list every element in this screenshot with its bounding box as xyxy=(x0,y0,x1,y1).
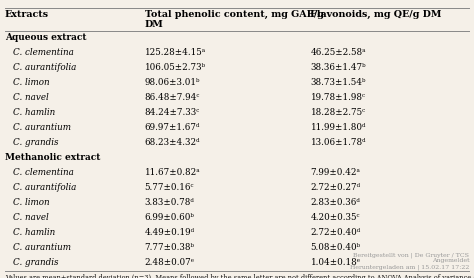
Text: 11.99±1.80ᵈ: 11.99±1.80ᵈ xyxy=(310,123,366,132)
Text: C. aurantium: C. aurantium xyxy=(13,243,71,252)
Text: 4.20±0.35ᶜ: 4.20±0.35ᶜ xyxy=(310,213,360,222)
Text: C. clementina: C. clementina xyxy=(13,48,74,57)
Text: 4.49±0.19ᵈ: 4.49±0.19ᵈ xyxy=(145,228,195,237)
Text: 38.73±1.54ᵇ: 38.73±1.54ᵇ xyxy=(310,78,366,87)
Text: 106.05±2.73ᵇ: 106.05±2.73ᵇ xyxy=(145,63,206,72)
Text: 3.83±0.78ᵈ: 3.83±0.78ᵈ xyxy=(145,198,194,207)
Text: C. aurantium: C. aurantium xyxy=(13,123,71,132)
Text: 2.48±0.07ᵉ: 2.48±0.07ᵉ xyxy=(145,258,195,267)
Text: 7.77±0.38ᵇ: 7.77±0.38ᵇ xyxy=(145,243,194,252)
Text: 46.25±2.58ᵃ: 46.25±2.58ᵃ xyxy=(310,48,366,57)
Text: Values are mean±standard deviation (n=3). Means followed by the same letter are : Values are mean±standard deviation (n=3)… xyxy=(5,274,474,278)
Text: 38.36±1.47ᵇ: 38.36±1.47ᵇ xyxy=(310,63,366,72)
Text: 2.83±0.36ᵈ: 2.83±0.36ᵈ xyxy=(310,198,360,207)
Text: 1.04±0.18ᵉ: 1.04±0.18ᵉ xyxy=(310,258,361,267)
Text: Extracts: Extracts xyxy=(5,10,49,19)
Text: C. navel: C. navel xyxy=(13,213,49,222)
Text: Bereitgestellt von | De Gruyter / TCS
Angemeldet
Heruntergeladen am | 15.02.17 1: Bereitgestellt von | De Gruyter / TCS An… xyxy=(350,252,469,270)
Text: 19.78±1.98ᶜ: 19.78±1.98ᶜ xyxy=(310,93,365,102)
Text: C. hamlin: C. hamlin xyxy=(13,228,55,237)
Text: Aqueous extract: Aqueous extract xyxy=(5,33,86,42)
Text: C. grandis: C. grandis xyxy=(13,258,59,267)
Text: C. hamlin: C. hamlin xyxy=(13,108,55,117)
Text: 125.28±4.15ᵃ: 125.28±4.15ᵃ xyxy=(145,48,206,57)
Text: C. navel: C. navel xyxy=(13,93,49,102)
Text: 68.23±4.32ᵈ: 68.23±4.32ᵈ xyxy=(145,138,200,147)
Text: Methanolic extract: Methanolic extract xyxy=(5,153,100,162)
Text: 5.77±0.16ᶜ: 5.77±0.16ᶜ xyxy=(145,183,194,192)
Text: C. clementina: C. clementina xyxy=(13,168,74,177)
Text: 69.97±1.67ᵈ: 69.97±1.67ᵈ xyxy=(145,123,200,132)
Text: Total phenolic content, mg GAE/g
DM: Total phenolic content, mg GAE/g DM xyxy=(145,10,324,29)
Text: 11.67±0.82ᵃ: 11.67±0.82ᵃ xyxy=(145,168,201,177)
Text: 6.99±0.60ᵇ: 6.99±0.60ᵇ xyxy=(145,213,194,222)
Text: 7.99±0.42ᵃ: 7.99±0.42ᵃ xyxy=(310,168,360,177)
Text: 98.06±3.01ᵇ: 98.06±3.01ᵇ xyxy=(145,78,200,87)
Text: C. aurantifolia: C. aurantifolia xyxy=(13,63,77,72)
Text: 5.08±0.40ᵇ: 5.08±0.40ᵇ xyxy=(310,243,361,252)
Text: 2.72±0.40ᵈ: 2.72±0.40ᵈ xyxy=(310,228,361,237)
Text: C. grandis: C. grandis xyxy=(13,138,59,147)
Text: 2.72±0.27ᵈ: 2.72±0.27ᵈ xyxy=(310,183,361,192)
Text: C. limon: C. limon xyxy=(13,78,50,87)
Text: 86.48±7.94ᶜ: 86.48±7.94ᶜ xyxy=(145,93,200,102)
Text: 84.24±7.33ᶜ: 84.24±7.33ᶜ xyxy=(145,108,200,117)
Text: Flavonoids, mg QE/g DM: Flavonoids, mg QE/g DM xyxy=(310,10,442,19)
Text: 18.28±2.75ᶜ: 18.28±2.75ᶜ xyxy=(310,108,365,117)
Text: 13.06±1.78ᵈ: 13.06±1.78ᵈ xyxy=(310,138,366,147)
Text: C. limon: C. limon xyxy=(13,198,50,207)
Text: C. aurantifolia: C. aurantifolia xyxy=(13,183,77,192)
